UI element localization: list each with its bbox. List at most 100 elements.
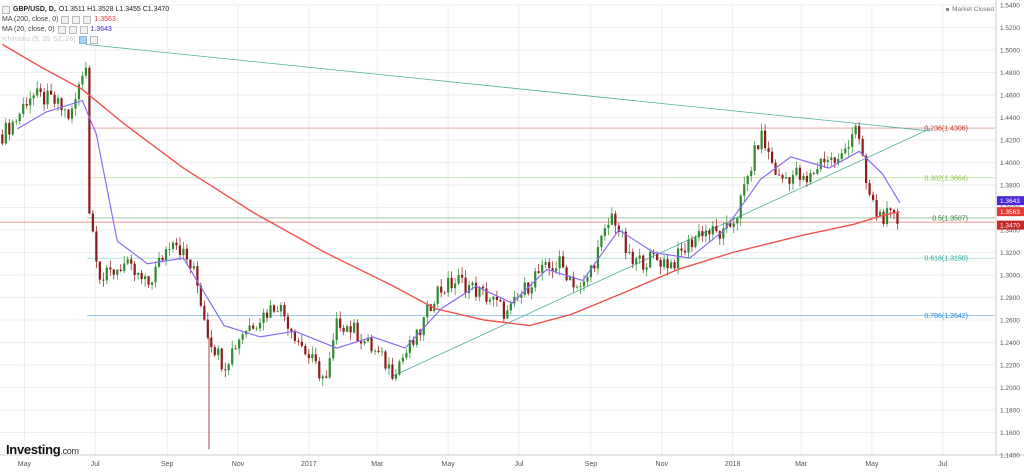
gear-icon[interactable] <box>72 16 81 24</box>
x-tick-label: Jul <box>938 461 947 468</box>
trendline-up <box>392 128 931 377</box>
candle-up <box>436 286 439 304</box>
candle-down <box>297 340 300 342</box>
candle-up <box>258 322 262 329</box>
candle-down <box>283 304 286 317</box>
legend-ma20-label: MA (20, close, 0) <box>2 26 55 33</box>
candle-down <box>481 286 485 289</box>
gear-icon[interactable] <box>89 36 98 44</box>
candle-up <box>753 145 756 171</box>
candle-up <box>46 90 49 105</box>
candle-up <box>373 350 377 352</box>
candle-down <box>203 305 206 320</box>
x-tick-label: May <box>442 461 456 468</box>
settings-icon[interactable] <box>2 6 10 14</box>
candle-up <box>725 223 728 229</box>
candle-down <box>112 269 115 275</box>
y-tick-label: 1.4600 <box>1000 93 1020 100</box>
candle-down <box>252 325 255 329</box>
y-tick-label: 1.3000 <box>1000 273 1020 280</box>
x-tick-label: May <box>865 461 879 468</box>
candle-up <box>363 341 366 344</box>
candle-down <box>889 208 892 210</box>
candle-up <box>182 248 185 255</box>
candle-down <box>67 109 70 119</box>
market-status: Market Closed <box>946 6 994 13</box>
candle-up <box>29 98 32 106</box>
y-tick-label: 1.5200 <box>1000 25 1020 32</box>
candle-down <box>109 267 112 270</box>
eye-icon[interactable] <box>61 16 70 24</box>
candle-down <box>757 145 760 150</box>
candle-down <box>391 364 394 379</box>
legend-ma200-row: MA (200, close, 0) 1.3563 <box>2 15 169 25</box>
candle-up <box>826 160 829 163</box>
candle-up <box>335 318 338 341</box>
eye-off-icon[interactable] <box>78 36 87 44</box>
candle-up <box>687 239 690 253</box>
candle-up <box>582 281 586 287</box>
close-icon[interactable] <box>83 16 92 24</box>
candle-up <box>628 251 631 254</box>
candle-up <box>380 351 384 353</box>
candle-down <box>206 319 209 338</box>
candle-up <box>520 295 523 298</box>
candle-up <box>467 285 471 294</box>
y-tick-label: 1.4400 <box>1000 115 1020 122</box>
candle-up <box>669 262 673 269</box>
candle-down <box>377 350 380 352</box>
legend-symbol-row: GBP/USD, D, O1.3511 H1.3528 L1.3455 C1.3… <box>2 5 169 15</box>
candle-up <box>81 75 84 85</box>
candle-up <box>144 276 147 280</box>
candle-up <box>750 170 753 177</box>
candle-up <box>77 84 81 100</box>
candle-up <box>32 95 35 99</box>
candle-down <box>708 230 711 235</box>
candle-up <box>426 304 429 318</box>
price-marker-label: 1.3470 <box>1000 223 1020 230</box>
candle-up <box>586 277 589 282</box>
candle-up <box>722 228 725 239</box>
candle-down <box>147 276 150 285</box>
price-marker <box>997 207 1024 217</box>
candle-down <box>1 134 4 144</box>
candle-up <box>15 121 18 122</box>
y-tick-label: 1.2000 <box>1000 385 1020 392</box>
y-tick-label: 1.1800 <box>1000 408 1020 415</box>
candle-down <box>95 231 98 262</box>
candle-down <box>464 277 467 294</box>
candle-down <box>551 268 554 272</box>
candle-down <box>770 151 774 163</box>
candle-down <box>896 213 899 224</box>
candle-down <box>370 337 373 352</box>
candle-down <box>871 194 875 200</box>
candle-up <box>732 223 735 227</box>
candle-up <box>332 340 335 359</box>
gear-icon[interactable] <box>68 26 77 34</box>
eye-icon[interactable] <box>57 26 66 34</box>
candle-down <box>781 175 784 179</box>
candle-up <box>840 153 843 160</box>
candle-up <box>844 148 847 154</box>
candle-up <box>509 303 512 311</box>
y-tick-label: 1.5000 <box>1000 48 1020 55</box>
candle-up <box>851 134 854 147</box>
x-tick-label: Sep <box>161 461 174 468</box>
candle-up <box>830 157 833 161</box>
y-tick-label: 1.2800 <box>1000 295 1020 302</box>
candle-down <box>659 259 662 267</box>
candle-up <box>610 213 613 225</box>
candle-up <box>847 146 850 149</box>
close-icon[interactable] <box>79 26 88 34</box>
candle-up <box>478 286 481 297</box>
candle-down <box>767 148 770 152</box>
candle-down <box>440 286 443 293</box>
candle-up <box>645 267 648 270</box>
candle-up <box>663 259 666 267</box>
candle-up <box>607 224 610 229</box>
candle-up <box>506 310 509 319</box>
y-tick-label: 1.3400 <box>1000 228 1020 235</box>
candle-up <box>387 364 391 369</box>
